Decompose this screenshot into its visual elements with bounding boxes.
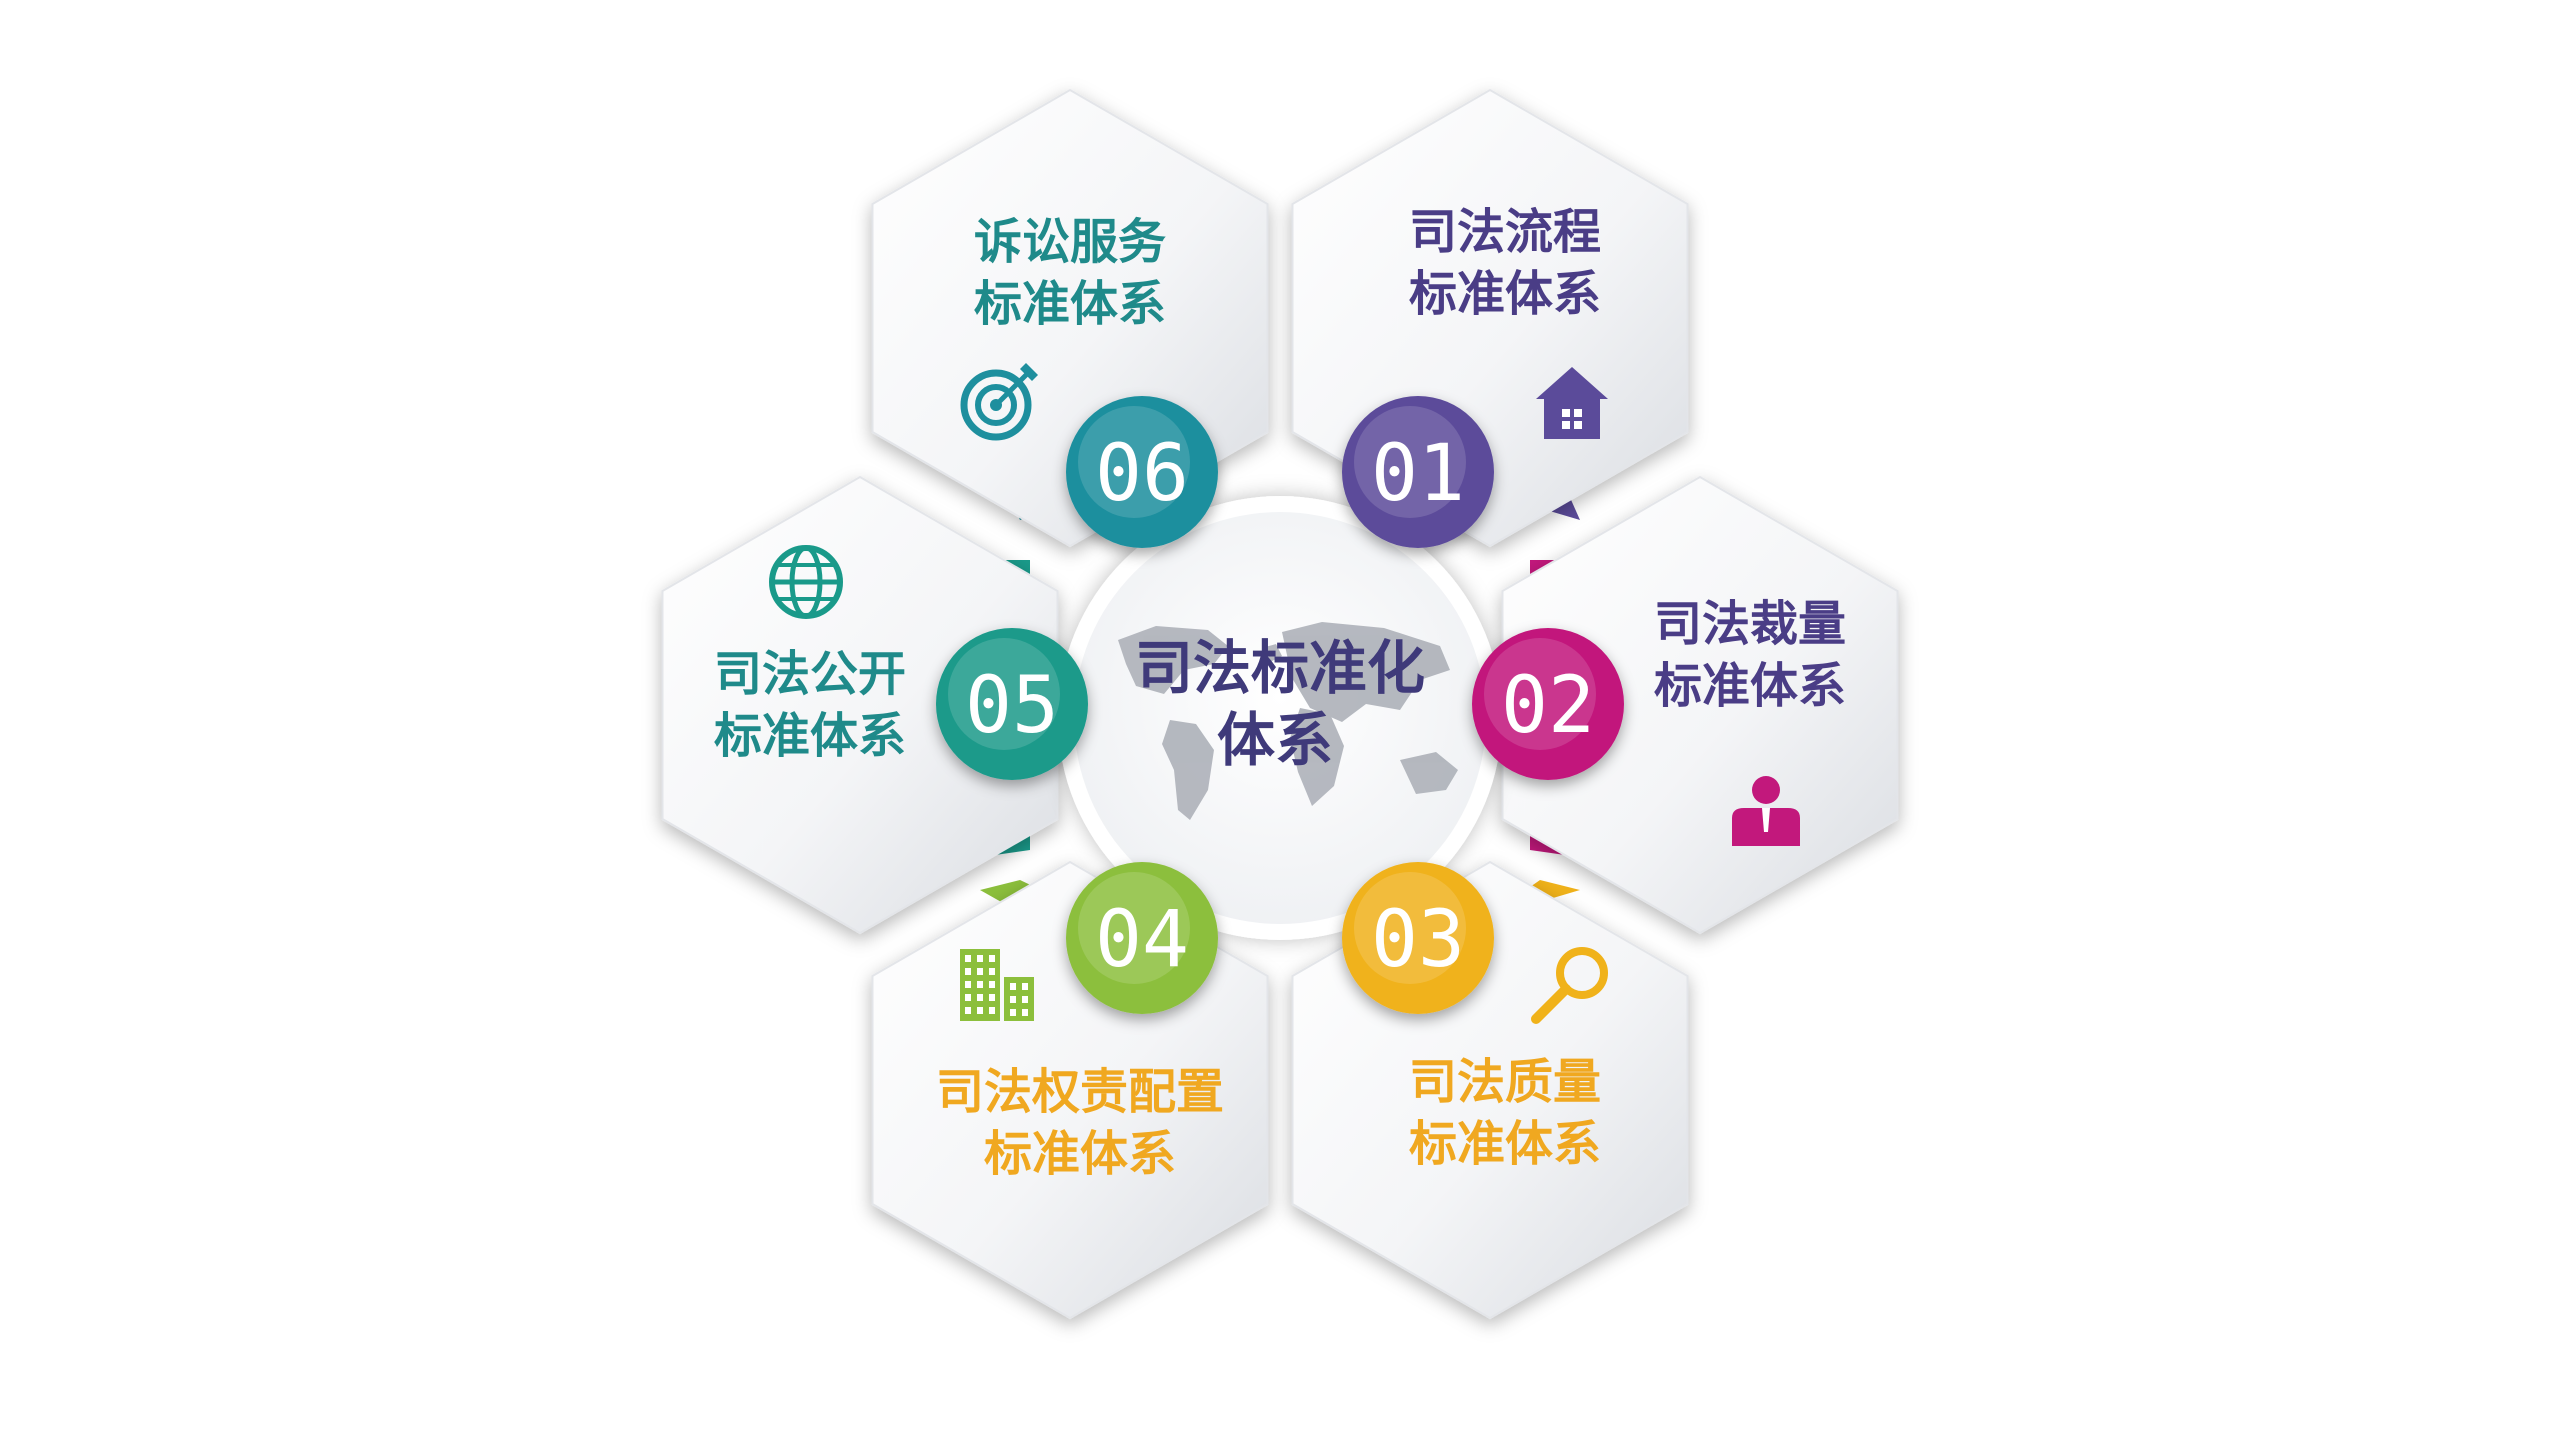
badge-number-06: 06 [1095,429,1189,519]
hexagon-title-04: 司法权责配置 [936,1064,1224,1120]
badge-06: 06 [1066,396,1218,548]
badge-number-03: 03 [1371,895,1465,985]
badge-number-05: 05 [965,661,1059,751]
hexagon-subtitle-01: 标准体系 [1409,266,1601,322]
center-title-line1: 司法标准化 [1135,634,1425,702]
hexagon-title-01: 司法流程 [1409,204,1601,260]
badge-04: 04 [1066,862,1218,1014]
magnifier-icon [1531,947,1608,1024]
hexagon-title-02: 司法裁量 [1654,596,1846,652]
badge-number-02: 02 [1501,661,1595,751]
badge-number-04: 04 [1095,895,1189,985]
badge-02: 02 [1472,628,1624,780]
hexagon-subtitle-04: 标准体系 [984,1126,1176,1182]
ring-band-03 [1305,880,1580,1045]
target-icon [960,363,1038,441]
hexagon-subtitle-02: 标准体系 [1654,658,1846,714]
building-icon [960,949,1034,1021]
person-icon [1732,776,1800,846]
center-hub: 司法标准化 体系 [1058,496,1502,940]
hexagon-subtitle-05: 标准体系 [714,708,906,764]
hexagon-subtitle-03: 标准体系 [1409,1116,1601,1172]
house-icon [1536,367,1608,439]
hexagon-title-06: 诉讼服务 [974,214,1166,270]
badge-01: 01 [1342,396,1494,548]
world-map-icon [1118,622,1458,820]
hexagon-subtitle-06: 标准体系 [974,276,1166,332]
hexagon-title-03: 司法质量 [1409,1054,1601,1110]
badge-05: 05 [936,628,1088,780]
badge-03: 03 [1342,862,1494,1014]
number-badges: 01 02 03 04 05 06 [936,396,1624,1014]
hexagon-title-05: 司法公开 [714,646,906,702]
center-title-line2: 体系 [1217,706,1333,774]
globe-icon [769,545,843,619]
badge-number-01: 01 [1371,429,1465,519]
